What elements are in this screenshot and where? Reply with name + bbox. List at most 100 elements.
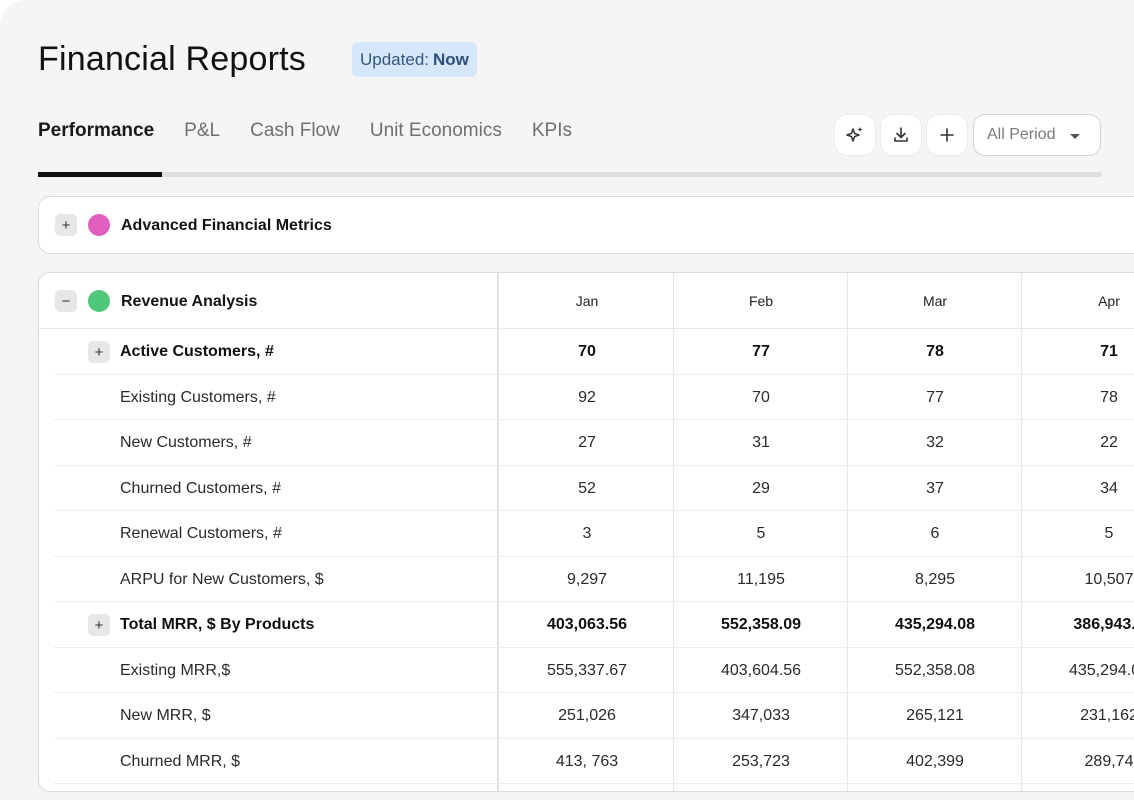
column-header-feb: Feb — [748, 293, 774, 309]
expand-row-toggle[interactable]: + — [88, 614, 110, 636]
ai-assist-button[interactable] — [835, 115, 875, 155]
table-cell: 435,294.08 — [894, 616, 976, 633]
table-cell: 71 — [1100, 343, 1118, 360]
table-cell: 27 — [578, 434, 596, 451]
add-button[interactable] — [927, 115, 967, 155]
period-select[interactable]: All Period — [973, 114, 1101, 156]
table-cell: 22 — [1100, 434, 1118, 451]
column-header-jan: Jan — [575, 293, 599, 309]
plus-icon — [940, 128, 954, 142]
tab-kpis[interactable]: KPIs — [531, 120, 572, 141]
table-cell: 552,358.08 — [894, 661, 976, 679]
table-cell: 77 — [752, 343, 770, 360]
table-cell: 413, 763 — [555, 752, 619, 770]
table-cell: 347,033 — [732, 707, 790, 724]
column-header-mar: Mar — [922, 293, 948, 309]
table-cell: 552,358.09 — [720, 616, 802, 633]
table-cell: 6 — [930, 525, 940, 542]
table-row[interactable]: ARPU for New Customers, $ 9,297 11,195 8,29… — [54, 557, 1134, 602]
chevron-down-icon — [1070, 134, 1080, 139]
table-cell: 31 — [752, 434, 770, 451]
row-label: Total MRR, $ By Products — [120, 616, 315, 633]
download-button[interactable] — [881, 115, 921, 155]
table-cell: 251,026 — [558, 707, 616, 724]
table-cell: 9,297 — [566, 570, 608, 588]
table-row[interactable]: Renewal Customers, # 3 5 6 5 — [54, 511, 1134, 557]
table-row[interactable]: Churned Customers, # 52 29 37 34 — [54, 466, 1134, 511]
badge-prefix: Updated: — [360, 49, 429, 69]
tab-pnl[interactable]: P&L — [184, 120, 221, 141]
row-label: Churned Customers, # — [120, 479, 281, 497]
table-row[interactable]: Churned MRR, $ 413, 763 253,723 402,399 289,… — [54, 739, 1134, 784]
section-color-dot — [88, 290, 110, 312]
table-header: − Revenue Analysis Jan Feb Mar Apr — [39, 273, 1134, 329]
tab-cash-flow[interactable]: Cash Flow — [250, 120, 340, 141]
table-cell: 386,943.5 — [1073, 616, 1134, 633]
tab-bar: Performance P&L Cash Flow Unit Economics… — [38, 120, 602, 142]
table-row[interactable]: Existing Customers, # 92 70 77 78 — [54, 375, 1134, 420]
expand-advanced-toggle[interactable]: + — [55, 214, 77, 236]
table-cell: 10,507 — [1084, 570, 1134, 588]
tab-track — [38, 172, 1102, 177]
active-tab-indicator — [38, 172, 162, 177]
table-cell: 77 — [926, 388, 944, 406]
table-cell: 37 — [926, 479, 944, 497]
updated-badge: Updated: Now — [352, 42, 477, 77]
table-cell: 70 — [752, 388, 770, 406]
table-cell: 555,337.67 — [546, 661, 628, 679]
row-label: New MRR, $ — [120, 707, 211, 724]
advanced-metrics-title: Advanced Financial Metrics — [121, 217, 332, 234]
table-cell: 3 — [582, 525, 592, 542]
row-label: Active Customers, # — [120, 343, 274, 360]
advanced-metrics-section: + Advanced Financial Metrics — [38, 196, 1134, 254]
table-cell: 8,295 — [914, 570, 956, 588]
column-divider — [673, 273, 674, 791]
row-label: Churned MRR, $ — [120, 752, 241, 770]
table-cell: 70 — [578, 343, 596, 360]
section-color-dot — [88, 214, 110, 236]
revenue-analysis-section: − Revenue Analysis Jan Feb Mar Apr + Acti… — [38, 272, 1134, 792]
table-row[interactable]: Existing MRR,$ 555,337.67 403,604.56 552,35… — [54, 648, 1134, 693]
table-cell: 435,294.08 — [1068, 661, 1134, 679]
table-cell: 5 — [756, 525, 766, 542]
column-divider — [1021, 273, 1022, 791]
table-cell: 78 — [926, 343, 944, 360]
page-title: Financial Reports — [38, 40, 306, 78]
table-row[interactable]: + Total MRR, $ By Products 403,063.56 552,3… — [54, 602, 1134, 648]
download-icon — [894, 127, 908, 142]
table-cell: 52 — [578, 479, 596, 497]
table-cell: 231,162 — [1080, 707, 1134, 724]
table-row[interactable]: New MRR, $ 251,026 347,033 265,121 231,162 — [54, 693, 1134, 739]
table-cell: 403,604.56 — [720, 661, 802, 679]
table-cell: 265,121 — [906, 707, 964, 724]
collapse-revenue-toggle[interactable]: − — [55, 290, 77, 312]
row-label: Existing Customers, # — [120, 388, 276, 406]
tab-unit-economics[interactable]: Unit Economics — [369, 120, 502, 141]
table-cell: 34 — [1100, 479, 1118, 497]
row-label: Existing MRR,$ — [120, 661, 231, 679]
table-cell: 11,195 — [737, 570, 785, 588]
column-divider — [847, 273, 848, 791]
table-row[interactable]: + Active Customers, # 70 77 78 71 — [54, 329, 1134, 375]
badge-value: Now — [433, 49, 469, 69]
table-cell: 92 — [578, 388, 596, 406]
revenue-analysis-title: Revenue Analysis — [121, 293, 258, 310]
tab-performance[interactable]: Performance — [38, 120, 155, 141]
row-label: Renewal Customers, # — [120, 525, 282, 542]
table-row[interactable]: New Customers, # 27 31 32 22 — [54, 420, 1134, 466]
expand-row-toggle[interactable]: + — [88, 341, 110, 363]
table-cell: 32 — [926, 434, 944, 451]
row-label: New Customers, # — [120, 434, 252, 451]
column-divider — [497, 273, 499, 791]
table-cell: 289,74 — [1084, 752, 1134, 770]
column-header-apr: Apr — [1098, 293, 1120, 309]
table-cell: 78 — [1100, 388, 1118, 406]
period-select-value: All Period — [987, 126, 1056, 143]
table-cell: 5 — [1104, 525, 1114, 542]
table-cell: 403,063.56 — [546, 616, 628, 633]
table-cell: 402,399 — [906, 752, 964, 770]
table-cell: 253,723 — [732, 752, 790, 770]
row-label: ARPU for New Customers, $ — [120, 570, 324, 588]
sparkle-icon — [846, 127, 863, 142]
